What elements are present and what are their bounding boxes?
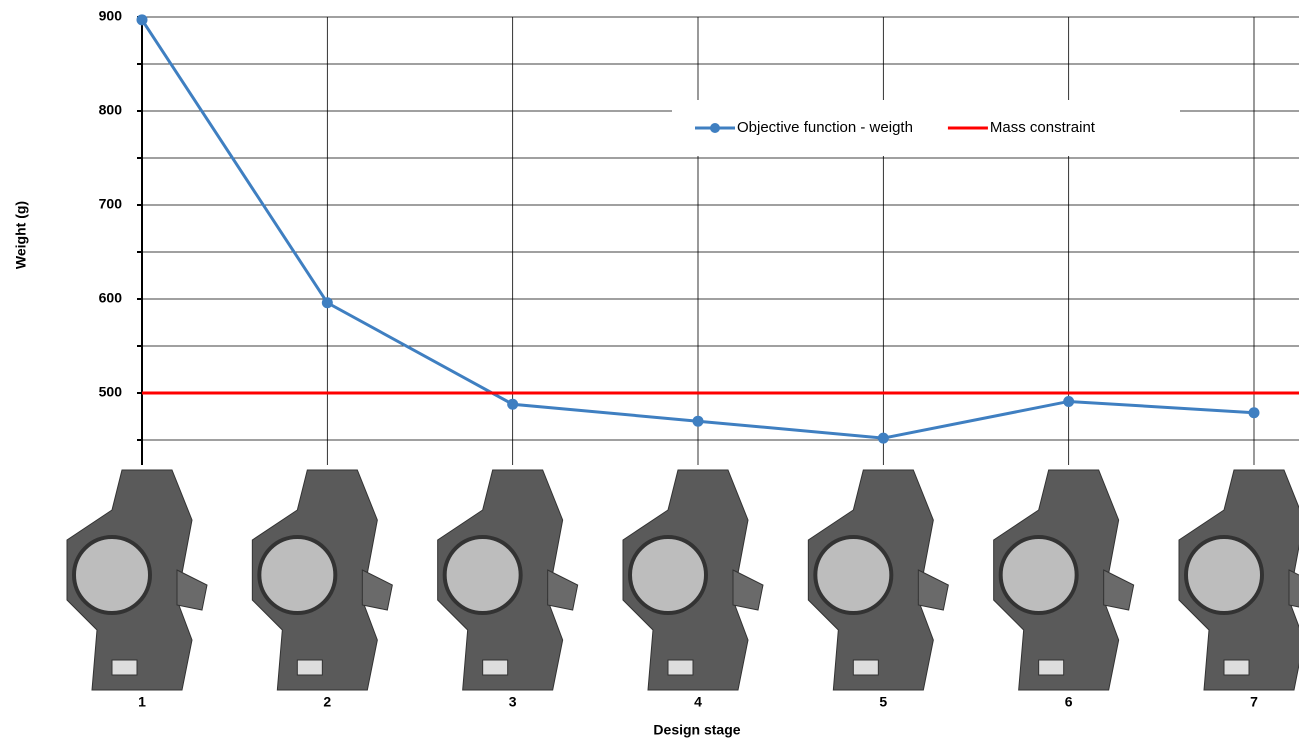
y-tick-label: 600 [99, 290, 123, 306]
part-hole [445, 537, 521, 613]
part-slot [483, 660, 508, 675]
data-point [507, 399, 518, 410]
part-hole [74, 537, 150, 613]
part-render [1179, 470, 1299, 690]
data-point [693, 416, 704, 427]
x-tick-label: 5 [879, 694, 887, 710]
part-render [808, 470, 948, 690]
part-arm [733, 570, 763, 610]
part-render [623, 470, 763, 690]
data-point [1063, 396, 1074, 407]
part-slot [668, 660, 693, 675]
y-tick-label: 500 [99, 384, 123, 400]
y-tick-label: 900 [99, 8, 123, 24]
x-tick-label: 6 [1065, 694, 1073, 710]
legend: Objective function - weigth Mass constrai… [672, 100, 1180, 156]
part-slot [1039, 660, 1064, 675]
part-render [994, 470, 1134, 690]
part-render [438, 470, 578, 690]
part-hole [815, 537, 891, 613]
data-point [322, 297, 333, 308]
part-arm [1104, 570, 1134, 610]
data-point [137, 14, 148, 25]
part-slot [1224, 660, 1249, 675]
part-slot [853, 660, 878, 675]
data-point [1249, 407, 1260, 418]
page: {"chart_data": {"type": "line", "x_label… [0, 0, 1299, 747]
chart: Weight (g) Design stage 500 600 700 800 900 1… [0, 0, 1299, 747]
legend-marker [710, 123, 720, 133]
x-tick-label: 4 [694, 694, 702, 710]
part-slot [297, 660, 322, 675]
x-tick-label: 7 [1250, 694, 1258, 710]
x-axis-title: Design stage [653, 722, 740, 738]
part-hole [630, 537, 706, 613]
part-slot [112, 660, 137, 675]
legend-label: Mass constraint [990, 119, 1096, 136]
part-render [67, 470, 207, 690]
data-point [878, 433, 889, 444]
part-hole [1001, 537, 1077, 613]
x-tick-label: 1 [138, 694, 146, 710]
part-hole [259, 537, 335, 613]
part-arm [362, 570, 392, 610]
x-tick-label: 3 [509, 694, 517, 710]
part-arm [177, 570, 207, 610]
part-arm [548, 570, 578, 610]
x-tick-label: 2 [323, 694, 331, 710]
part-hole [1186, 537, 1262, 613]
part-arm [1289, 570, 1299, 610]
legend-label: Objective function - weigth [737, 119, 913, 136]
part-render [252, 470, 392, 690]
y-axis-title: Weight (g) [13, 201, 29, 269]
part-arm [918, 570, 948, 610]
y-tick-label: 800 [99, 102, 123, 118]
y-tick-label: 700 [99, 196, 123, 212]
